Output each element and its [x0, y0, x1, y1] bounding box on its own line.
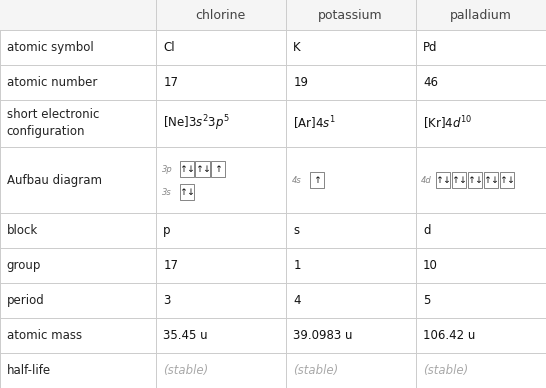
Text: 3: 3 [163, 294, 171, 307]
Bar [195, 161, 210, 177]
Text: short electronic: short electronic [7, 109, 99, 121]
Bar [180, 161, 194, 177]
Text: ↑↓: ↑↓ [451, 176, 467, 185]
Bar [484, 172, 498, 188]
Text: ↑: ↑ [313, 176, 321, 185]
Bar [452, 172, 466, 188]
Text: (stable): (stable) [423, 364, 468, 377]
Bar [0, 0, 546, 30]
Text: ↑↓: ↑↓ [467, 176, 483, 185]
Text: (stable): (stable) [293, 364, 339, 377]
Text: 3s: 3s [162, 187, 172, 197]
Text: 4: 4 [293, 294, 301, 307]
Bar [436, 172, 450, 188]
Text: [Kr]4$d^{10}$: [Kr]4$d^{10}$ [423, 115, 473, 132]
Text: ↑: ↑ [215, 165, 222, 174]
Bar [500, 172, 514, 188]
Text: half-life: half-life [7, 364, 51, 377]
Text: 1: 1 [293, 259, 301, 272]
Text: atomic symbol: atomic symbol [7, 41, 93, 54]
Bar [310, 172, 324, 188]
Text: group: group [7, 259, 41, 272]
Text: potassium: potassium [318, 9, 383, 21]
Text: Aufbau diagram: Aufbau diagram [7, 173, 102, 187]
Text: chlorine: chlorine [195, 9, 246, 21]
Text: atomic mass: atomic mass [7, 329, 82, 342]
Text: p: p [163, 224, 171, 237]
Text: palladium: palladium [450, 9, 512, 21]
Text: configuration: configuration [7, 125, 85, 139]
Text: 5: 5 [423, 294, 431, 307]
Text: 46: 46 [423, 76, 438, 89]
Text: 17: 17 [163, 76, 178, 89]
Text: [Ar]4$s^1$: [Ar]4$s^1$ [293, 115, 336, 132]
Text: ↑↓: ↑↓ [435, 176, 452, 185]
Text: s: s [293, 224, 299, 237]
Bar [468, 172, 482, 188]
Bar [211, 161, 225, 177]
Text: [Ne]3$s^2$3$p^5$: [Ne]3$s^2$3$p^5$ [163, 114, 230, 133]
Text: 4d: 4d [421, 176, 432, 185]
Text: d: d [423, 224, 431, 237]
Text: ↑↓: ↑↓ [179, 187, 195, 197]
Bar [180, 184, 194, 200]
Text: ↑↓: ↑↓ [498, 176, 515, 185]
Text: 17: 17 [163, 259, 178, 272]
Text: (stable): (stable) [163, 364, 209, 377]
Text: Cl: Cl [163, 41, 175, 54]
Text: ↑↓: ↑↓ [194, 165, 211, 174]
Text: 39.0983 u: 39.0983 u [293, 329, 353, 342]
Text: atomic number: atomic number [7, 76, 97, 89]
Text: ↑↓: ↑↓ [179, 165, 195, 174]
Text: ↑↓: ↑↓ [483, 176, 499, 185]
Text: 35.45 u: 35.45 u [163, 329, 208, 342]
Text: 4s: 4s [292, 176, 302, 185]
Text: period: period [7, 294, 44, 307]
Text: K: K [293, 41, 301, 54]
Text: 10: 10 [423, 259, 438, 272]
Text: 19: 19 [293, 76, 308, 89]
Text: 106.42 u: 106.42 u [423, 329, 476, 342]
Text: Pd: Pd [423, 41, 438, 54]
Text: block: block [7, 224, 38, 237]
Text: 3p: 3p [162, 165, 173, 174]
